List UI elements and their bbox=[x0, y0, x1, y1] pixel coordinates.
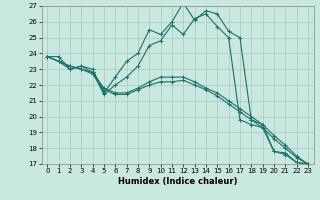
X-axis label: Humidex (Indice chaleur): Humidex (Indice chaleur) bbox=[118, 177, 237, 186]
